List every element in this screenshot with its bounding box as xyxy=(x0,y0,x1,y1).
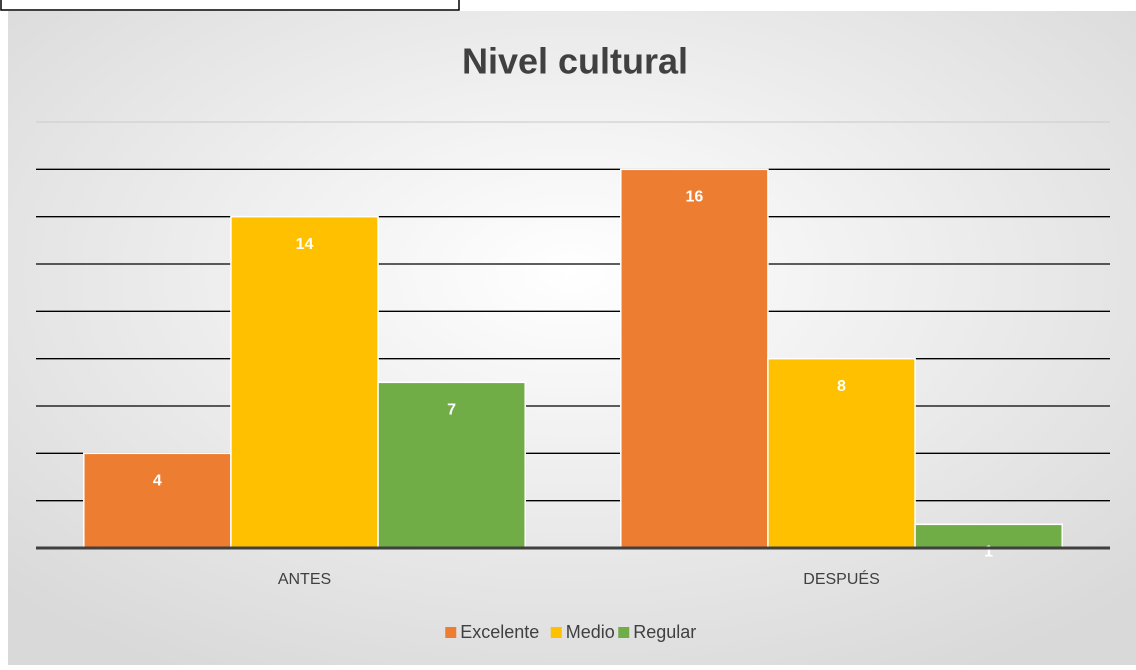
x-tick-label: DESPUÉS xyxy=(803,569,879,588)
data-label: 4 xyxy=(153,473,162,490)
legend-swatch xyxy=(618,627,630,638)
x-tick-label: ANTES xyxy=(278,571,331,588)
bar xyxy=(230,215,379,549)
legend-swatch xyxy=(445,627,457,638)
data-label: 7 xyxy=(447,402,456,419)
data-label: 16 xyxy=(685,189,703,206)
legend-label: Regular xyxy=(633,622,696,642)
chart-background xyxy=(8,11,1136,665)
top-box xyxy=(0,0,460,11)
legend-label: Excelente xyxy=(460,622,539,642)
legend-label: Medio xyxy=(566,622,615,642)
data-label: 14 xyxy=(296,236,314,253)
bar xyxy=(620,168,769,549)
bar xyxy=(377,381,526,549)
data-label: 8 xyxy=(837,378,846,395)
data-label: 1 xyxy=(984,544,993,561)
bar xyxy=(83,452,232,549)
chart-title: Nivel cultural xyxy=(462,41,688,82)
legend-swatch xyxy=(550,627,562,638)
bar xyxy=(767,357,916,549)
